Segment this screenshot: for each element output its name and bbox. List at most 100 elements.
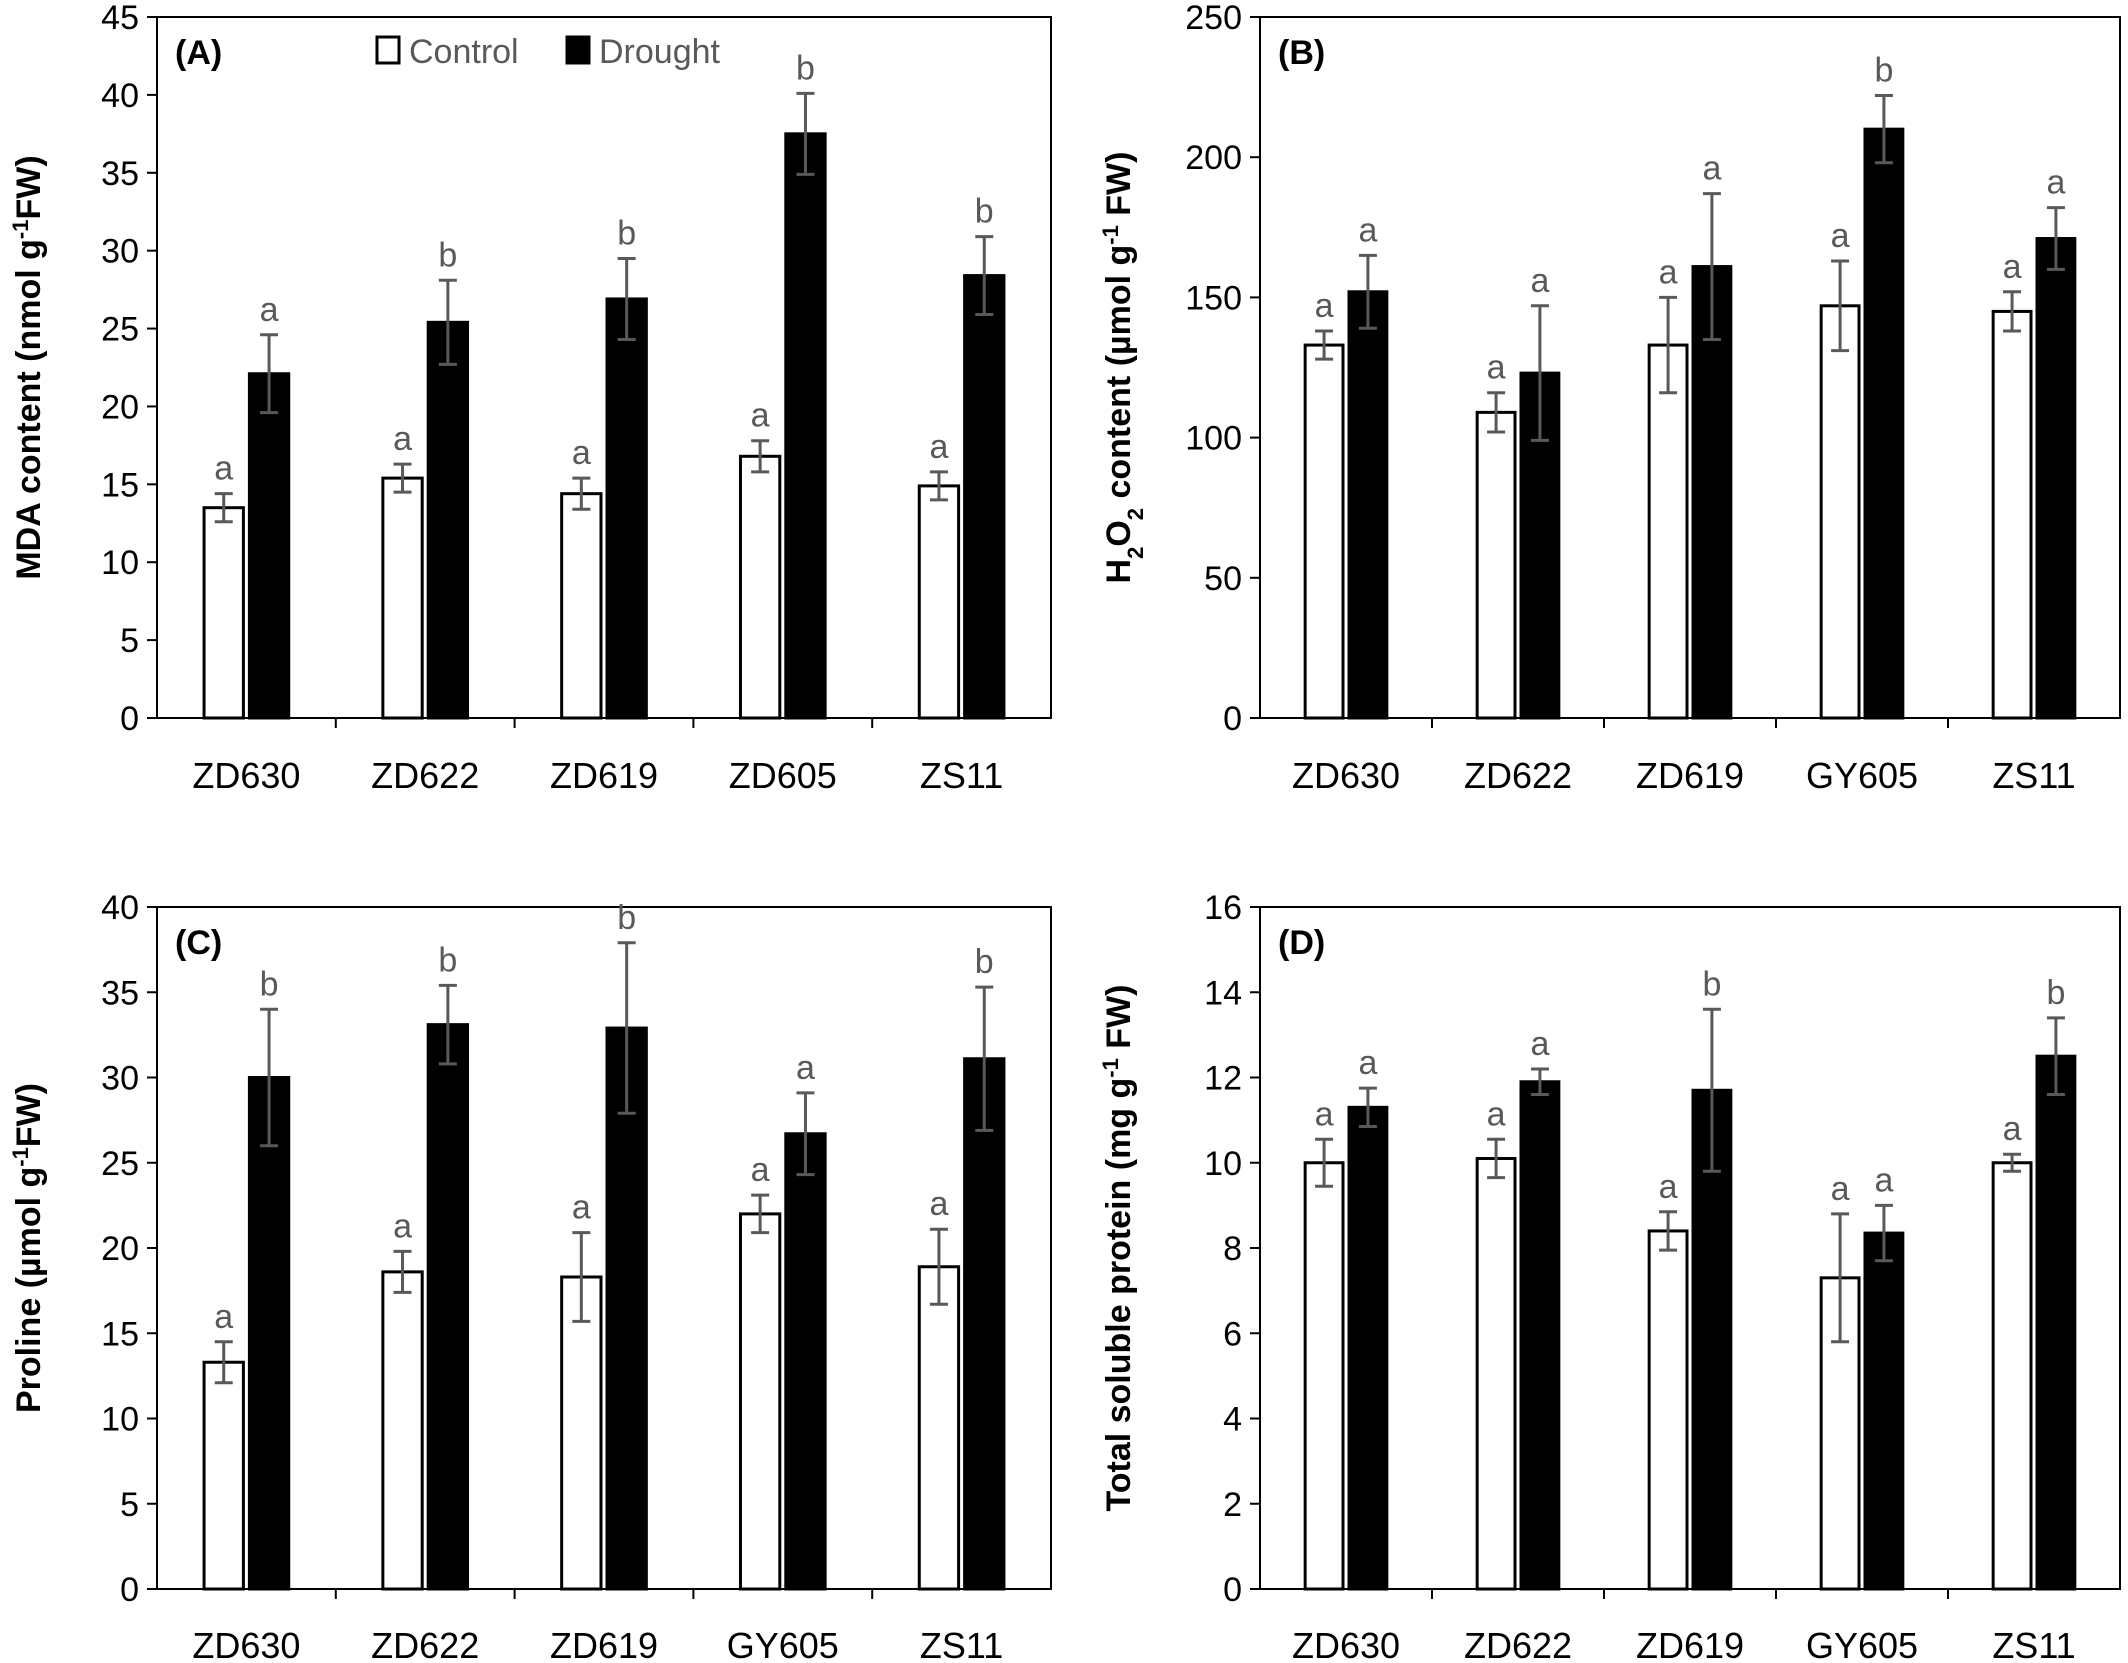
control-bar xyxy=(1819,304,1861,720)
drought-bar xyxy=(784,132,827,720)
y-axis-title-part: O xyxy=(1100,520,1138,546)
drought-bar xyxy=(426,1023,470,1591)
panel-c-proline-chart: 0 5 10 15 20 25 30 35 40 a b ZD630 a b ZD622 a b ZD619 a a G… xyxy=(8,889,1052,1663)
y-tick-label: 0 xyxy=(1223,700,1242,738)
significance-letter: a xyxy=(1831,1170,1850,1208)
y-tick-label: 10 xyxy=(1204,1145,1242,1183)
y-axis-title-part: FW) xyxy=(10,155,48,219)
x-category-label: ZD630 xyxy=(192,1625,300,1663)
control-bar xyxy=(381,1270,424,1591)
control-bar xyxy=(738,1212,782,1591)
plot-frame xyxy=(1259,16,2121,719)
drought-bar xyxy=(963,274,1006,720)
x-category-label: ZD630 xyxy=(192,755,300,796)
y-tick-label: 200 xyxy=(1185,139,1242,177)
control-bar xyxy=(381,476,424,720)
drought-bar xyxy=(247,1076,291,1591)
control-bar xyxy=(917,484,961,720)
plot-frame xyxy=(156,16,1052,719)
y-tick-label: 0 xyxy=(120,1571,139,1609)
x-category-label: ZD605 xyxy=(729,755,837,796)
y-axis-title-part: MDA content (nmol g xyxy=(10,239,48,580)
y-tick-label: 16 xyxy=(1204,889,1242,927)
y-tick-label: 0 xyxy=(1223,1571,1242,1609)
y-tick-label: 2 xyxy=(1223,1486,1242,1524)
significance-letter: a xyxy=(572,1189,591,1227)
significance-letter: a xyxy=(2003,248,2022,286)
significance-letter: a xyxy=(751,1151,770,1189)
significance-letter: b xyxy=(617,899,636,937)
y-tick-label: 25 xyxy=(101,1145,139,1183)
y-axis-title-part: H xyxy=(1100,559,1138,584)
y-tick-label: 10 xyxy=(101,544,139,582)
significance-letter: a xyxy=(214,1298,233,1336)
control-bar xyxy=(1475,410,1517,720)
significance-letter: a xyxy=(260,291,279,329)
y-tick-label: 50 xyxy=(1204,560,1242,598)
panel-label: (A) xyxy=(175,34,222,72)
drought-bar xyxy=(605,297,648,720)
significance-letter: b xyxy=(975,943,994,981)
y-axis-title-part: FW) xyxy=(10,1083,48,1147)
drought-bar xyxy=(2035,237,2077,720)
control-bar xyxy=(1991,1161,2033,1591)
significance-letter: a xyxy=(796,1049,815,1087)
y-axis-title: H2O2 content (µmol g-1 FW) xyxy=(1098,152,1148,584)
panel-a-mda-chart: 0 5 10 15 20 25 30 35 40 45 a a ZD630 a b ZD622 a b ZD619 a… xyxy=(8,0,1052,796)
y-tick-label: 150 xyxy=(1185,279,1242,317)
x-category-label: GY605 xyxy=(1806,755,1918,796)
y-axis-title-part: FW) xyxy=(1100,984,1138,1058)
y-axis-title-part: 2 xyxy=(1123,547,1148,559)
y-tick-label: 100 xyxy=(1185,420,1242,458)
control-bar xyxy=(1991,309,2033,720)
y-axis-title: MDA content (nmol g-1FW) xyxy=(8,155,49,579)
x-category-label: GY605 xyxy=(1806,1625,1918,1663)
legend-control-swatch xyxy=(375,35,401,65)
significance-letter: b xyxy=(438,236,457,274)
significance-letter: a xyxy=(1874,1161,1893,1199)
y-axis-title-part: -1 xyxy=(8,1147,33,1167)
drought-bar xyxy=(963,1057,1006,1591)
significance-letter: a xyxy=(1358,1044,1377,1082)
y-axis-title-part: 2 xyxy=(1123,508,1148,520)
x-category-label: ZS11 xyxy=(920,1625,1003,1663)
legend-control-label: Control xyxy=(409,33,519,71)
significance-letter: a xyxy=(929,1185,948,1223)
control-bar xyxy=(1647,343,1689,720)
significance-letter: a xyxy=(214,450,233,488)
y-axis-title: Total soluble protein (mg g-1 FW) xyxy=(1098,984,1139,1511)
x-category-label: ZD622 xyxy=(371,755,479,796)
control-bar xyxy=(202,1360,245,1591)
y-axis-title: Proline (µmol g-1FW) xyxy=(8,1083,49,1413)
legend-drought-swatch xyxy=(565,35,591,65)
significance-letter: a xyxy=(751,397,770,435)
y-tick-label: 8 xyxy=(1223,1230,1242,1268)
x-category-label: ZS11 xyxy=(920,755,1003,796)
y-tick-label: 15 xyxy=(101,466,139,504)
significance-letter: b xyxy=(1874,52,1893,90)
significance-letter: a xyxy=(1315,287,1334,325)
significance-letter: a xyxy=(1358,211,1377,249)
control-bar xyxy=(738,454,782,720)
significance-letter: b xyxy=(438,941,457,979)
y-tick-label: 14 xyxy=(1204,974,1242,1012)
y-tick-label: 250 xyxy=(1185,0,1242,37)
panel-label: (D) xyxy=(1278,924,1325,962)
x-category-label: ZD622 xyxy=(1464,1625,1572,1663)
y-tick-label: 5 xyxy=(120,622,139,660)
y-axis-title-part: -1 xyxy=(1098,225,1123,245)
legend: Control Drought xyxy=(375,33,721,71)
y-tick-label: 30 xyxy=(101,1060,139,1098)
significance-letter: a xyxy=(2003,1110,2022,1148)
y-tick-label: 20 xyxy=(101,388,139,426)
drought-bar xyxy=(1519,1080,1561,1591)
x-category-label: ZS11 xyxy=(1992,1625,2075,1663)
drought-bar xyxy=(1347,1105,1389,1591)
legend-drought-label: Drought xyxy=(599,33,721,71)
y-axis-title-part: -1 xyxy=(1098,1058,1123,1078)
y-axis-title-part: -1 xyxy=(8,220,33,240)
y-tick-label: 40 xyxy=(101,77,139,115)
significance-letter: a xyxy=(1659,253,1678,291)
y-tick-label: 35 xyxy=(101,155,139,193)
